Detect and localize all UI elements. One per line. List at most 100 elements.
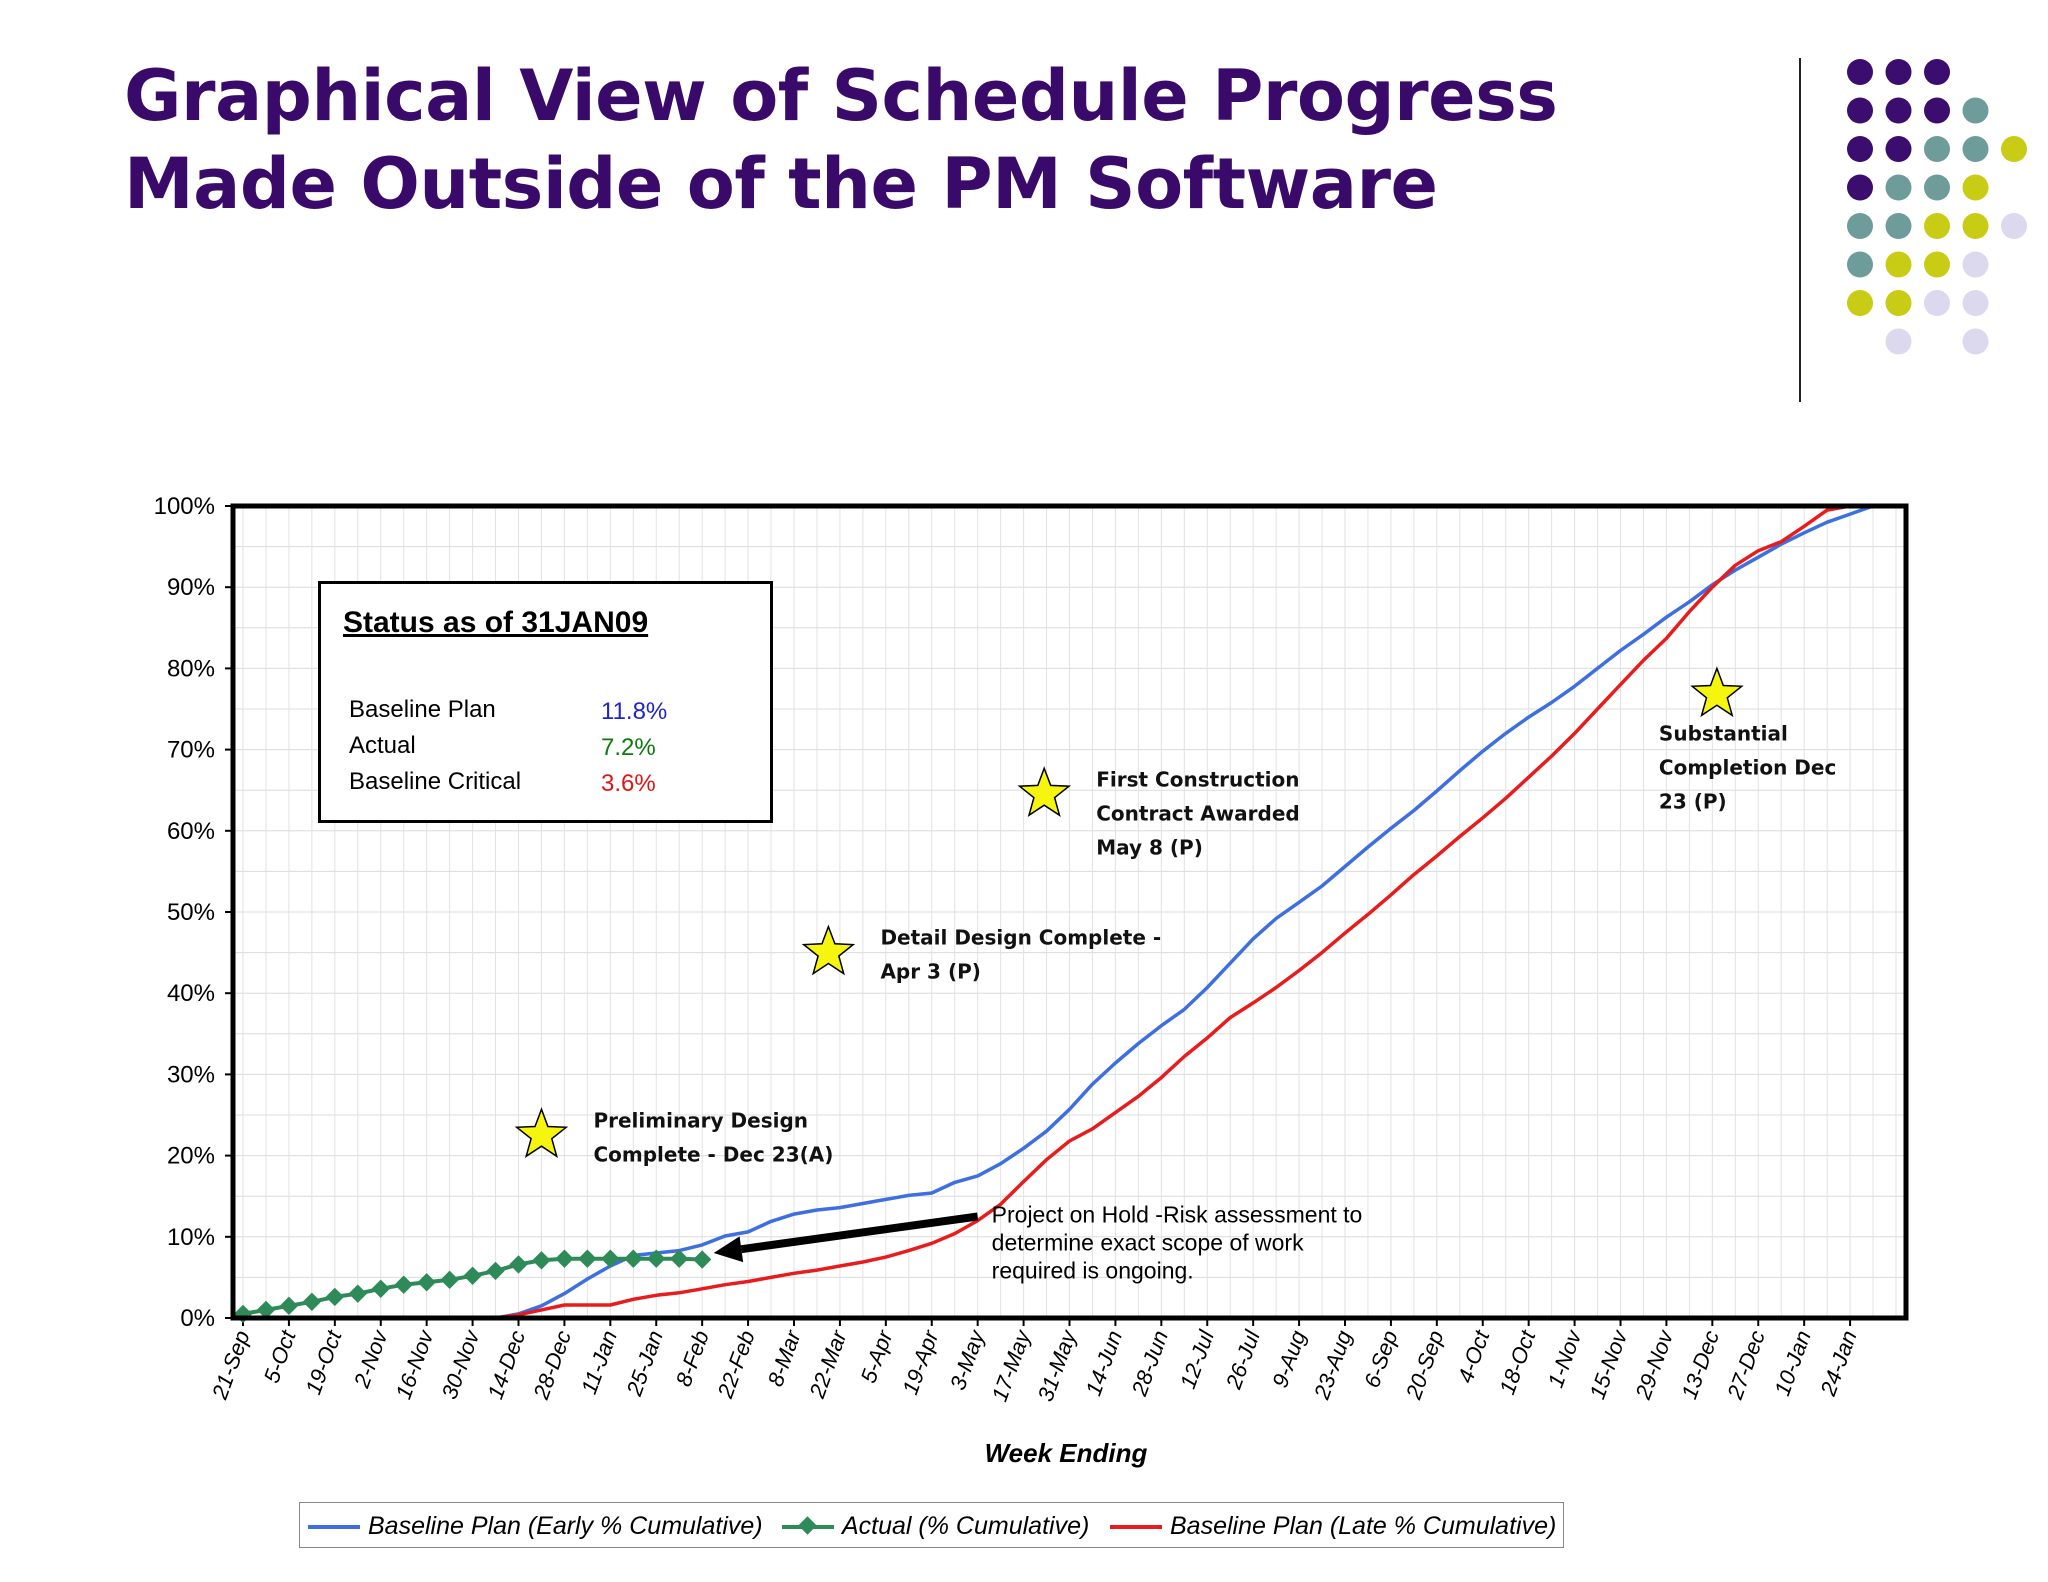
x-tick-label: 5-Apr xyxy=(856,1326,898,1387)
hold-note-line: Project on Hold -Risk assessment to xyxy=(992,1202,1363,1228)
actual-point xyxy=(532,1251,551,1270)
actual-point xyxy=(348,1284,367,1303)
x-tick-label: 17-May xyxy=(987,1325,1036,1404)
plot-frame xyxy=(230,503,1909,1321)
x-tick-label: 6-Sep xyxy=(1359,1327,1403,1391)
actual-point xyxy=(509,1255,528,1274)
chart-legend: Baseline Plan (Early % Cumulative) Actua… xyxy=(299,1502,1564,1548)
milestone-label-line: May 8 (P) xyxy=(1096,835,1203,859)
actual-point xyxy=(692,1250,712,1269)
x-tick-label: 26-Jul xyxy=(1221,1326,1266,1393)
y-tick-label: 80% xyxy=(167,655,215,682)
actual-point xyxy=(486,1261,505,1281)
actual-point xyxy=(302,1292,322,1311)
title-line-1: Graphical View of Schedule Progress xyxy=(124,55,1558,137)
x-tick-label: 2-Nov xyxy=(349,1325,394,1392)
actual-point xyxy=(463,1266,482,1285)
status-value-baseline-critical: 3.6% xyxy=(601,770,656,797)
header-divider xyxy=(1799,58,1801,402)
milestone-label-line: 23 (P) xyxy=(1659,789,1727,813)
x-tick-label: 14-Jun xyxy=(1081,1327,1128,1399)
actual-point xyxy=(371,1279,390,1298)
x-tick-label: 22-Mar xyxy=(804,1326,852,1403)
x-tick-label: 14-Dec xyxy=(482,1327,530,1402)
x-tick-label: 28-Jun xyxy=(1126,1327,1173,1400)
y-axis-ticks: 0% 10% 20% 30% 40% 50% 60% 70% 80% 90% 100% xyxy=(154,493,233,1332)
y-tick-label: 20% xyxy=(167,1143,215,1170)
legend-label-early: Baseline Plan (Early % Cumulative) xyxy=(368,1511,763,1540)
actual-point xyxy=(670,1249,689,1268)
actual-point xyxy=(555,1249,574,1268)
hold-note-line: determine exact scope of work xyxy=(992,1230,1304,1256)
hold-arrow xyxy=(740,1212,979,1254)
legend-item-actual: Actual (% Cumulative) xyxy=(780,1510,1089,1542)
milestone-label-line: Completion Dec xyxy=(1659,755,1836,779)
x-tick-label: 25-Jan xyxy=(621,1327,668,1400)
x-axis-ticks: 21-Sep 5-Oct 19-Oct 2-Nov16-Nov30-Nov14-Dec… xyxy=(207,1318,1862,1405)
status-label-actual: Actual xyxy=(349,732,416,759)
series-line-late xyxy=(243,504,1896,1320)
actual-point xyxy=(256,1300,276,1320)
milestone-label-line: Apr 3 (P) xyxy=(880,960,980,984)
x-tick-label: 4-Oct xyxy=(1453,1326,1495,1386)
x-axis-label: Week Ending xyxy=(985,1438,1148,1468)
actual-point xyxy=(417,1273,436,1292)
x-tick-label: 18-Oct xyxy=(1494,1326,1540,1397)
x-tick-label: 21-Sep xyxy=(207,1327,255,1403)
series-layer xyxy=(233,504,1896,1324)
x-tick-label: 23-Aug xyxy=(1309,1326,1357,1403)
x-tick-label: 29-Nov xyxy=(1630,1325,1679,1403)
actual-point xyxy=(279,1296,299,1316)
status-label-baseline-plan: Baseline Plan xyxy=(349,696,496,723)
milestone-label-line: Detail Design Complete - xyxy=(880,926,1161,950)
actual-point xyxy=(624,1249,643,1268)
milestone-label-line: First Construction xyxy=(1096,767,1299,791)
actual-point xyxy=(578,1249,597,1268)
actual-point xyxy=(394,1275,413,1294)
x-tick-label: 12-Jul xyxy=(1175,1326,1219,1392)
x-tick-label: 5-Oct xyxy=(259,1326,301,1386)
y-tick-label: 70% xyxy=(167,737,215,764)
x-tick-label: 10-Jan xyxy=(1769,1327,1816,1399)
actual-point xyxy=(601,1249,620,1268)
status-label-baseline-critical: Baseline Critical xyxy=(349,768,522,795)
milestone-star-icon xyxy=(514,1107,569,1159)
legend-item-early: Baseline Plan (Early % Cumulative) xyxy=(306,1510,763,1542)
y-tick-label: 10% xyxy=(167,1224,215,1251)
x-tick-label: 28-Dec xyxy=(528,1327,576,1403)
y-tick-label: 50% xyxy=(167,899,215,926)
milestone-label-line: Contract Awarded xyxy=(1096,801,1299,825)
hold-arrow-head-icon xyxy=(713,1236,744,1263)
legend-swatch-actual xyxy=(780,1514,836,1538)
y-tick-label: 30% xyxy=(167,1061,215,1088)
milestone-star-icon xyxy=(1690,666,1744,718)
legend-swatch-early xyxy=(306,1514,362,1538)
legend-swatch-late xyxy=(1108,1514,1164,1538)
x-tick-label: 15-Nov xyxy=(1584,1325,1632,1402)
milestone-star-icon xyxy=(801,924,856,976)
x-tick-label: 20-Sep xyxy=(1400,1327,1448,1403)
annotations-layer: Preliminary Design Complete - Dec 23(A) De… xyxy=(514,666,1836,1284)
legend-label-late: Baseline Plan (Late % Cumulative) xyxy=(1170,1511,1557,1540)
x-tick-label: 27-Dec xyxy=(1722,1327,1770,1403)
x-tick-label: 8-Mar xyxy=(763,1326,807,1390)
x-tick-label: 3-May xyxy=(945,1325,990,1393)
x-tick-label: 13-Dec xyxy=(1676,1327,1724,1402)
milestone-label-line: Preliminary Design xyxy=(593,1108,808,1132)
actual-point xyxy=(647,1249,666,1268)
status-value-actual: 7.2% xyxy=(601,734,656,761)
legend-label-actual: Actual (% Cumulative) xyxy=(842,1511,1090,1540)
milestone-label-line: Complete - Dec 23(A) xyxy=(593,1142,833,1166)
x-tick-label: 19-Oct xyxy=(300,1326,346,1397)
x-tick-label: 24-Jan xyxy=(1815,1327,1862,1400)
y-tick-label: 40% xyxy=(167,980,215,1007)
actual-point xyxy=(440,1270,459,1290)
y-tick-label: 90% xyxy=(167,574,215,601)
milestone-label-line: Substantial xyxy=(1659,721,1788,745)
x-tick-label: 22-Feb xyxy=(712,1327,760,1402)
x-tick-label: 16-Nov xyxy=(391,1325,439,1402)
hold-note-line: required is ongoing. xyxy=(992,1258,1194,1284)
page-title: Graphical View of Schedule Progress Made… xyxy=(124,52,1558,228)
x-tick-label: 30-Nov xyxy=(437,1325,485,1402)
